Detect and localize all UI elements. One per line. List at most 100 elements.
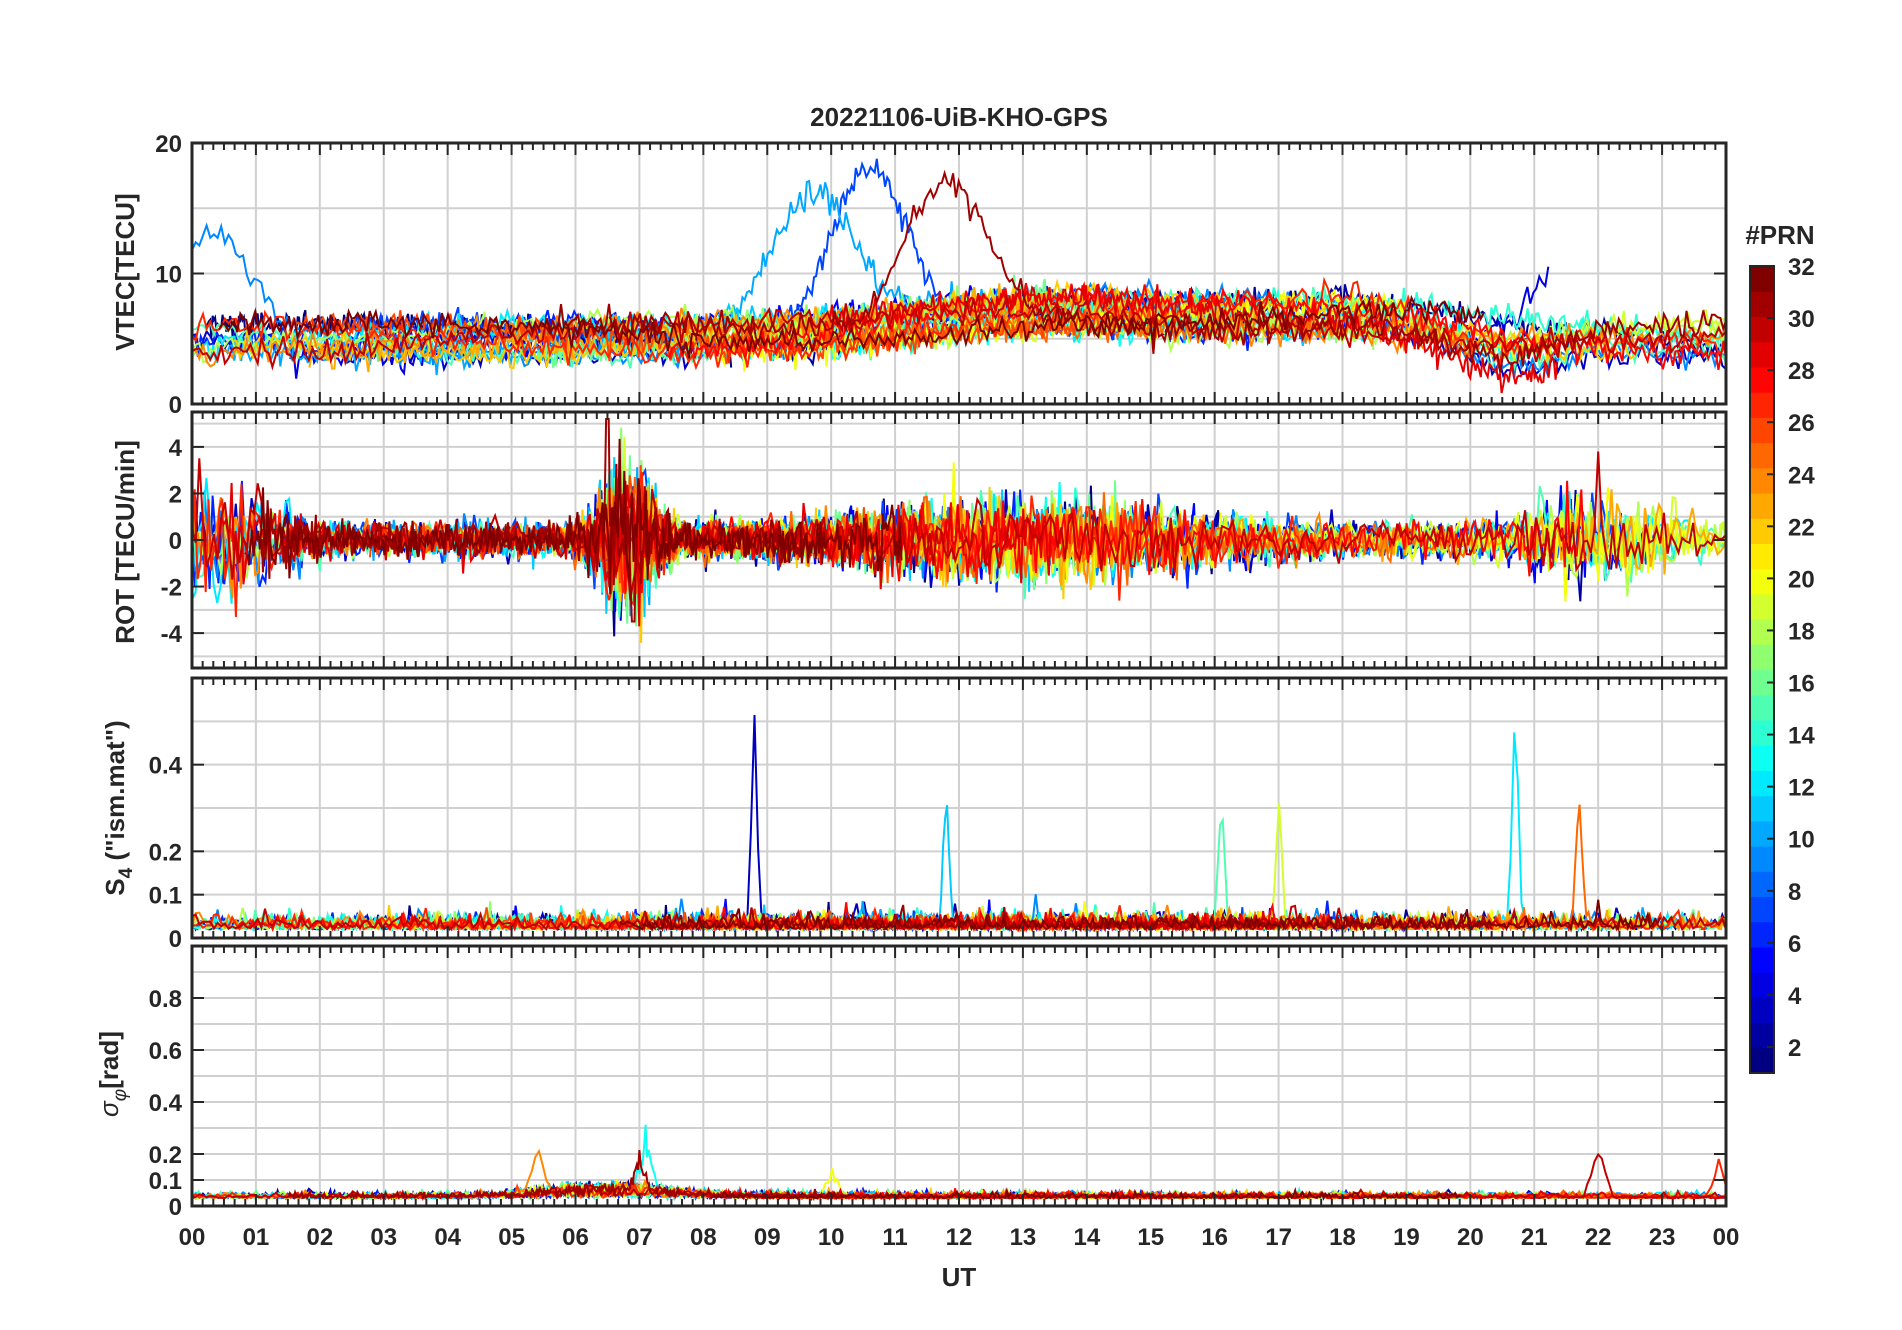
y-tick-labels: 00.10.2 0.4 0.6 0.8: [149, 986, 183, 1221]
grid: [192, 946, 1726, 1206]
y-tick-label: 0: [169, 1194, 182, 1221]
s4-ylabel: S4 ("ism.mat"): [100, 720, 137, 895]
s4-panel: 0 0.1 0.2 0.4: [149, 676, 1728, 953]
colorbar-tick-label: 26: [1788, 410, 1815, 437]
sigma-phi-panel: 00.10.2 0.4 0.6 0.8: [149, 944, 1728, 1221]
colorbar-tick-label: 14: [1788, 723, 1815, 750]
y-tick-label: -4: [161, 621, 183, 648]
x-axis-label: UT: [942, 1262, 977, 1292]
colorbar-swatch: [1750, 896, 1774, 923]
sigma-phi-ylabel-sub: φ: [110, 1089, 131, 1101]
colorbar-swatch: [1750, 266, 1774, 292]
colorbar-swatch: [1750, 972, 1774, 998]
y-tick-labels: -4 -2 0 2 4: [161, 435, 183, 648]
series-prn-31: [541, 169, 1726, 373]
x-tick-label: 22: [1585, 1224, 1612, 1251]
x-tick-label: 01: [243, 1224, 270, 1251]
x-tick-label: 02: [306, 1224, 333, 1251]
colorbar-tick-label: 18: [1788, 618, 1815, 645]
colorbar-swatch: [1750, 820, 1774, 847]
x-tick-label: 21: [1521, 1224, 1548, 1251]
x-tick-label: 08: [690, 1224, 717, 1251]
y-tick-label: 0.1: [149, 1168, 182, 1195]
colorbar-swatch: [1750, 291, 1774, 318]
y-tick-label: 0.2: [149, 839, 182, 866]
sigma-phi-ylabel-main: σ: [94, 1100, 124, 1117]
series-prn-30: [192, 293, 1726, 371]
colorbar-swatch: [1750, 997, 1774, 1024]
colorbar-swatch: [1750, 1047, 1774, 1074]
x-tick-label: 06: [562, 1224, 589, 1251]
y-tick-label: 10: [155, 262, 182, 289]
figure-title: 20221106-UiB-KHO-GPS: [810, 102, 1108, 132]
x-tick-label: 00: [1713, 1224, 1740, 1251]
colorbar-swatch: [1750, 694, 1774, 721]
series-prn-28: [593, 480, 1587, 594]
x-tick-label: 17: [1265, 1224, 1292, 1251]
s4-ylabel-main: S: [100, 878, 130, 895]
colorbar-swatch: [1750, 568, 1774, 595]
y-tick-label: 2: [169, 481, 182, 508]
x-tick-label: 07: [626, 1224, 653, 1251]
x-ticks: [191, 143, 1727, 404]
colorbar-tick-label: 12: [1788, 775, 1815, 802]
x-tick-label: 09: [754, 1224, 781, 1251]
sigma-phi-ylabel-rest: [rad]: [94, 1031, 124, 1089]
colorbar-tick-label: 6: [1788, 931, 1801, 958]
colorbar-swatch: [1750, 846, 1774, 872]
colorbar-swatch: [1750, 795, 1774, 822]
colorbar-swatch: [1750, 417, 1774, 444]
colorbar-tick-label: 20: [1788, 566, 1815, 593]
x-ticks: [191, 946, 1727, 1206]
colorbar-swatch: [1750, 316, 1774, 343]
x-tick-label: 11: [882, 1224, 907, 1251]
y-tick-label: 0.1: [149, 883, 182, 910]
series-group: [192, 158, 1726, 394]
x-tick-label: 23: [1649, 1224, 1676, 1251]
y-tick-label: 0: [169, 392, 182, 419]
sigma-phi-ylabel: σφ[rad]: [94, 1031, 131, 1117]
x-tick-label: 04: [434, 1224, 461, 1251]
colorbar-tick-label: 32: [1788, 254, 1815, 281]
y-tick-label: 0.8: [149, 986, 182, 1013]
colorbar-swatch: [1750, 946, 1774, 973]
colorbar-swatch: [1750, 745, 1774, 771]
x-tick-label: 03: [370, 1224, 397, 1251]
vtec-ylabel: VTEC[TECU]: [110, 193, 140, 350]
colorbar-tick-label: 30: [1788, 306, 1815, 333]
x-tick-label: 19: [1393, 1224, 1420, 1251]
colorbar-tick-label: 24: [1788, 462, 1815, 489]
x-tick-label: 15: [1137, 1224, 1164, 1251]
series-prn-32: [246, 438, 903, 595]
y-tick-label: 20: [155, 131, 182, 158]
colorbar-tick-label: 22: [1788, 514, 1815, 541]
vtec-panel: 0 10 20: [155, 131, 1728, 419]
colorbar-tick-label: 28: [1788, 358, 1815, 385]
colorbar-swatch: [1750, 366, 1774, 393]
rot-ylabel: ROT [TECU/min]: [110, 440, 140, 644]
x-tick-label: 00: [179, 1224, 206, 1251]
y-tick-label: 0: [169, 926, 182, 953]
y-tick-labels: 0 10 20: [155, 131, 182, 419]
colorbar-swatch: [1750, 644, 1774, 671]
series-prn-32: [619, 899, 1662, 933]
series-prn-32: [218, 294, 1485, 359]
colorbar-swatch: [1750, 719, 1774, 746]
x-tick-label: 18: [1329, 1224, 1356, 1251]
colorbar-tick-label: 8: [1788, 879, 1801, 906]
y-tick-label: -2: [161, 575, 182, 602]
colorbar-swatch: [1750, 593, 1774, 620]
x-tick-label: 20: [1457, 1224, 1484, 1251]
y-tick-label: 4: [169, 435, 183, 462]
y-tick-labels: 0 0.1 0.2 0.4: [149, 753, 183, 953]
series-prn-26: [408, 907, 1220, 933]
x-tick-label: 16: [1201, 1224, 1228, 1251]
colorbar-swatch: [1750, 467, 1774, 494]
colorbar-tick-label: 16: [1788, 671, 1815, 698]
colorbar-tick-label: 4: [1788, 983, 1802, 1010]
colorbar-swatch: [1750, 1022, 1774, 1049]
colorbar-swatch: [1750, 770, 1774, 797]
y-tick-label: 0.4: [149, 1090, 183, 1117]
y-tick-label: 0.6: [149, 1038, 182, 1065]
x-tick-labels: 00 01 02 03 04 05 06 07 08 09 10 11 12 13 14 15 16 17 18 19…: [179, 1224, 1740, 1251]
